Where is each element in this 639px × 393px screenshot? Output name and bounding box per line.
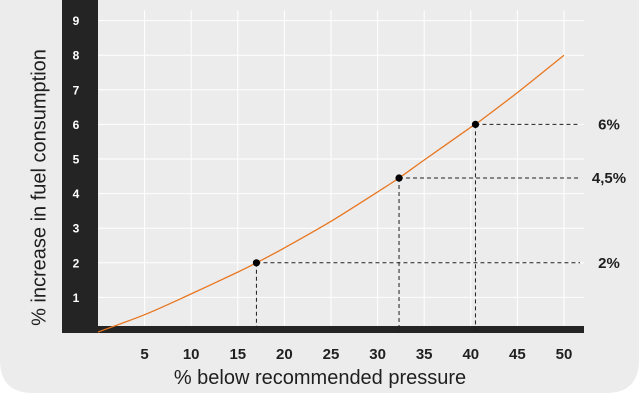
y-axis-band (62, 0, 98, 333)
x-tick-label: 35 (416, 346, 433, 363)
x-tick-label: 30 (369, 346, 386, 363)
x-tick-label: 10 (183, 346, 200, 363)
highlight-points (252, 120, 480, 267)
y-tick-label: 3 (73, 222, 80, 236)
value-callout: 2% (598, 255, 620, 272)
x-tick-label: 15 (229, 346, 246, 363)
y-tick-label: 2 (73, 256, 80, 270)
y-tick-label: 5 (73, 153, 80, 167)
x-tick-label: 40 (462, 346, 479, 363)
x-tick-labels: 5 10 15 20 25 30 35 40 45 50 (140, 346, 572, 363)
y-axis-label: % increase in fuel consumption (28, 49, 51, 326)
highlight-point (471, 120, 480, 128)
highlight-point (252, 259, 261, 267)
y-tick-label: 6 (73, 118, 80, 132)
value-callout: 6% (598, 116, 620, 133)
x-tick-label: 5 (140, 346, 148, 363)
x-tick-label: 25 (323, 346, 340, 363)
x-axis-band (62, 326, 584, 333)
x-axis-label: % below recommended pressure (173, 367, 467, 389)
y-tick-label: 1 (73, 291, 80, 305)
guide-lines (255, 123, 580, 333)
value-callouts: 2% 4,5% 6% (592, 116, 626, 271)
highlight-point (395, 174, 403, 182)
y-tick-label: 8 (73, 49, 80, 63)
value-callout: 4,5% (592, 170, 626, 187)
x-tick-label: 20 (276, 346, 293, 363)
y-tick-label: 4 (73, 187, 80, 201)
y-tick-labels: 1 2 3 4 5 6 7 8 9 (73, 14, 80, 305)
x-tick-label: 50 (556, 346, 573, 363)
y-tick-label: 7 (73, 83, 80, 97)
y-tick-label: 9 (73, 14, 80, 28)
x-tick-label: 45 (509, 346, 526, 363)
